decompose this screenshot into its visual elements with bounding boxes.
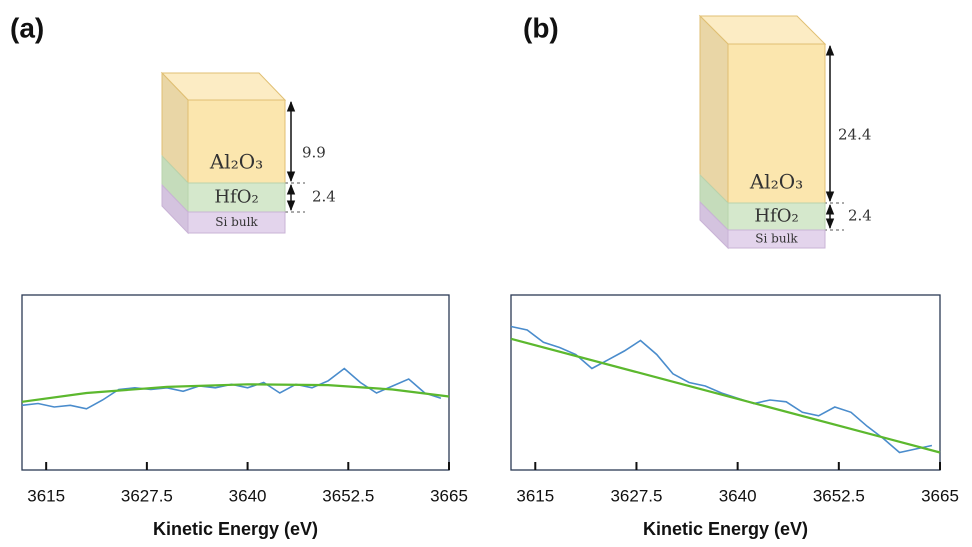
data-line [21,383,450,403]
plot-frame [510,294,941,471]
x-tick-label: 3640 [719,486,757,505]
layer-front [187,211,286,234]
x-tick-label: 3627.5 [121,486,173,505]
layer-front [727,43,826,204]
thickness-label: 24.4 [838,126,871,144]
layer-name: Al₂O₃ [749,170,803,194]
plot-frame [21,294,450,471]
layer-front [727,202,826,231]
layer-name: Si bulk [215,215,258,229]
layer-name: HfO₂ [754,206,798,227]
x-tick-label: 3640 [229,486,267,505]
layer-name: HfO₂ [214,187,258,208]
thickness-label: 9.9 [302,144,326,162]
x-tick-label: 3627.5 [610,486,662,505]
x-tick-label: 3615 [516,486,554,505]
x-tick-label: 3615 [27,486,65,505]
layer-front [727,229,826,249]
data-line [510,325,933,454]
layer-front [187,182,286,213]
thickness-label: 2.4 [312,188,336,206]
layer-name: Al₂O₃ [209,150,263,174]
x-axis-label: Kinetic Energy (eV) [153,519,318,539]
x-tick-label: 3665 [921,486,959,505]
x-tick-label: 3652.5 [322,486,374,505]
data-line [510,337,941,454]
panel-label: (b) [523,12,559,43]
layer-name: Si bulk [755,232,798,246]
x-tick-label: 3665 [430,486,468,505]
x-tick-label: 3652.5 [813,486,865,505]
panel-label: (a) [10,12,44,43]
layer-side [699,14,729,205]
layer-front [187,99,286,184]
x-axis-label: Kinetic Energy (eV) [643,519,808,539]
thickness-label: 2.4 [848,207,872,225]
